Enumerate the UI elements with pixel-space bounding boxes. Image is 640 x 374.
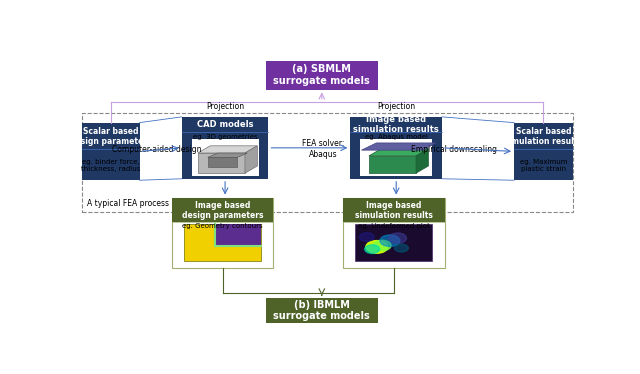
Text: Image based
simulation results: Image based simulation results bbox=[353, 115, 439, 134]
Polygon shape bbox=[208, 153, 248, 157]
FancyBboxPatch shape bbox=[266, 298, 378, 323]
Text: FEA solver:
Abaqus: FEA solver: Abaqus bbox=[302, 140, 344, 159]
Text: eg. 3D geometries: eg. 3D geometries bbox=[193, 134, 257, 140]
Text: eg. Undeformed plot: eg. Undeformed plot bbox=[358, 223, 429, 229]
Polygon shape bbox=[208, 157, 237, 168]
Text: Scalar based
simulation results: Scalar based simulation results bbox=[504, 127, 582, 146]
Circle shape bbox=[380, 235, 400, 246]
Text: (a) SBMLM
surrogate models: (a) SBMLM surrogate models bbox=[273, 64, 370, 86]
Text: eg. binder force,
thickness, radius: eg. binder force, thickness, radius bbox=[81, 159, 141, 172]
Polygon shape bbox=[198, 146, 257, 153]
Polygon shape bbox=[369, 149, 428, 156]
Polygon shape bbox=[216, 224, 261, 246]
Text: Image based
simulation results: Image based simulation results bbox=[355, 201, 433, 220]
Text: (b) IBMLM
surrogate models: (b) IBMLM surrogate models bbox=[273, 300, 370, 321]
FancyBboxPatch shape bbox=[514, 123, 573, 180]
Text: Image based
design parameters: Image based design parameters bbox=[182, 201, 263, 220]
FancyBboxPatch shape bbox=[172, 197, 273, 222]
FancyBboxPatch shape bbox=[184, 224, 261, 261]
FancyBboxPatch shape bbox=[343, 197, 445, 222]
Text: CAD models: CAD models bbox=[197, 120, 253, 129]
Polygon shape bbox=[245, 146, 257, 173]
FancyBboxPatch shape bbox=[182, 117, 269, 179]
FancyBboxPatch shape bbox=[360, 139, 432, 176]
Text: Empirical downscaling: Empirical downscaling bbox=[412, 145, 497, 154]
Polygon shape bbox=[369, 156, 416, 173]
Text: Computer-aided design: Computer-aided design bbox=[112, 145, 202, 154]
Text: Scalar based
design parameters: Scalar based design parameters bbox=[70, 127, 152, 146]
Text: eg. Abaqus model: eg. Abaqus model bbox=[365, 134, 428, 140]
Polygon shape bbox=[362, 143, 436, 150]
Circle shape bbox=[373, 240, 391, 251]
FancyBboxPatch shape bbox=[350, 117, 442, 179]
FancyBboxPatch shape bbox=[172, 197, 273, 268]
Circle shape bbox=[388, 233, 406, 243]
FancyBboxPatch shape bbox=[83, 123, 140, 180]
Circle shape bbox=[360, 233, 374, 241]
Text: Projection: Projection bbox=[206, 102, 244, 111]
Text: eg. Geometry contours: eg. Geometry contours bbox=[182, 223, 263, 229]
Circle shape bbox=[365, 245, 380, 254]
Circle shape bbox=[366, 240, 388, 253]
FancyBboxPatch shape bbox=[343, 197, 445, 268]
FancyBboxPatch shape bbox=[355, 224, 432, 261]
Text: Projection: Projection bbox=[377, 102, 415, 111]
Text: A typical FEA process: A typical FEA process bbox=[88, 199, 170, 208]
Polygon shape bbox=[198, 153, 245, 173]
Polygon shape bbox=[416, 149, 428, 173]
Circle shape bbox=[394, 244, 408, 252]
FancyBboxPatch shape bbox=[266, 61, 378, 89]
FancyBboxPatch shape bbox=[191, 139, 259, 176]
Text: eg. Maximum
plastic strain: eg. Maximum plastic strain bbox=[520, 159, 567, 172]
